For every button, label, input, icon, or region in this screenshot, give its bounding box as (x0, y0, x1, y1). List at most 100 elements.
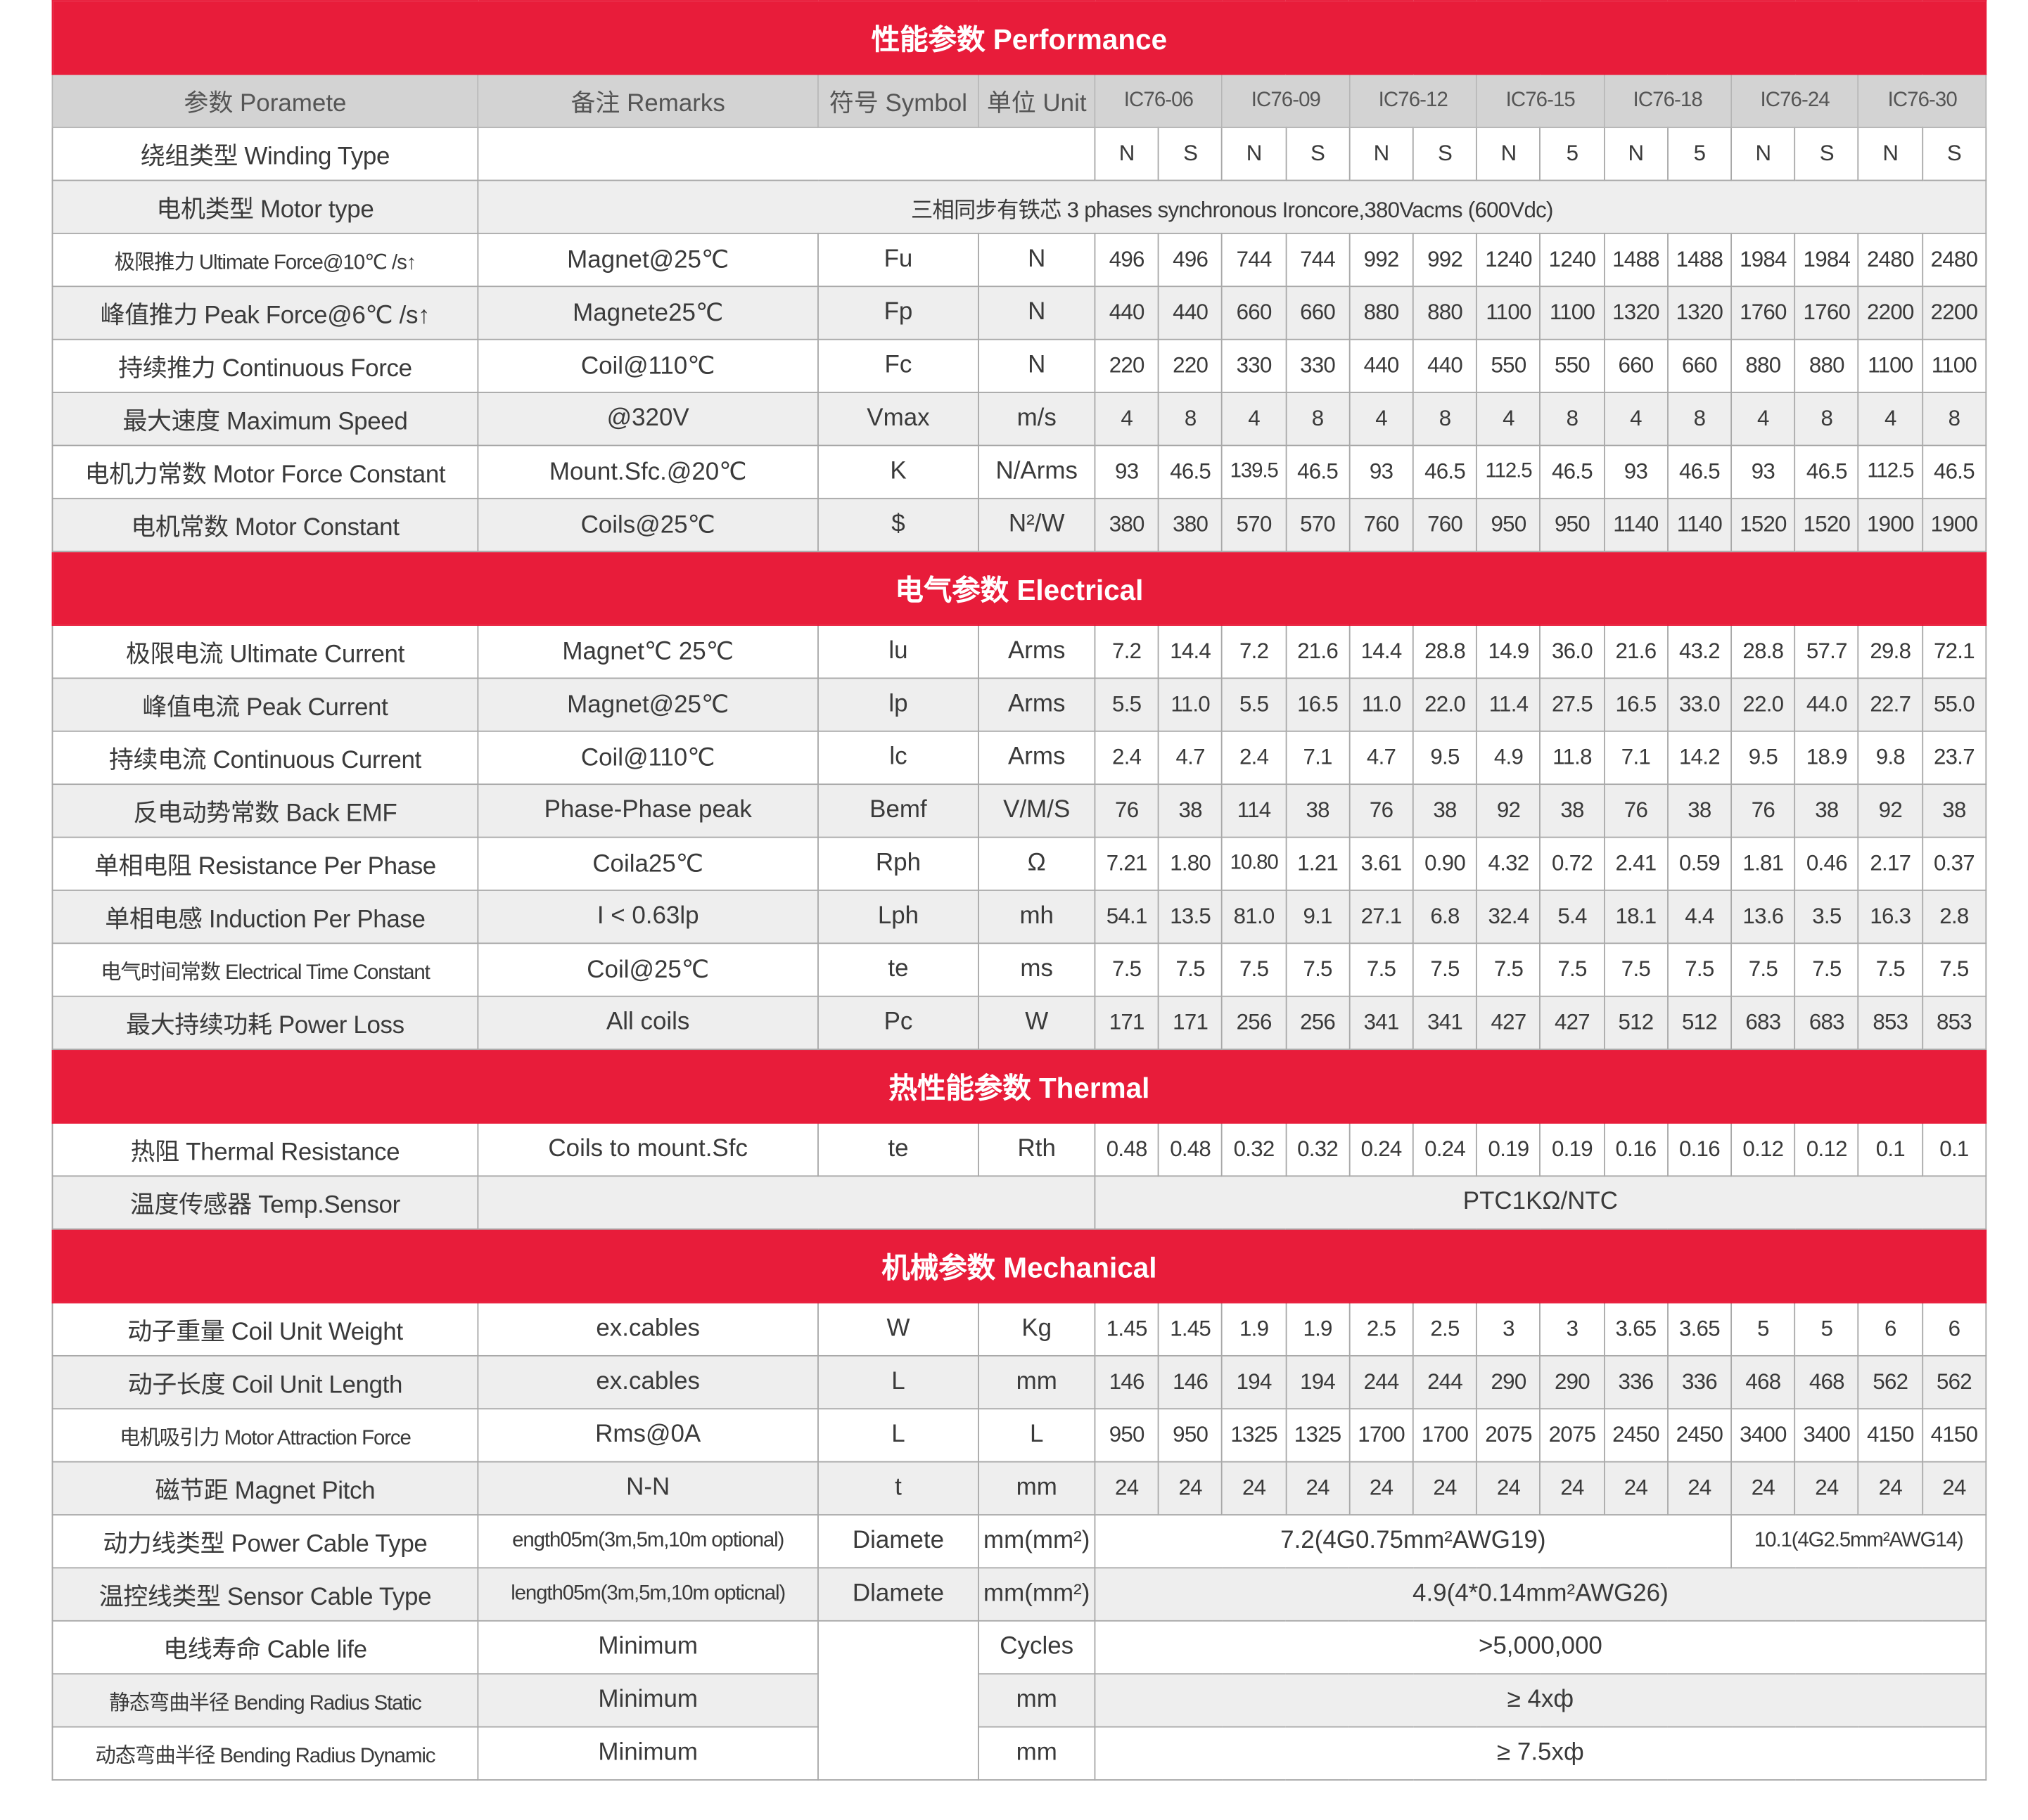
value-cell: 33.0 (1666, 677, 1733, 732)
value-cell: 880 (1730, 338, 1796, 393)
section-title: 性能参数 Performance (51, 0, 1987, 75)
remarks-cell: Rms@0A (477, 1408, 819, 1463)
value-cell: 27.5 (1539, 677, 1605, 732)
table-row: 动子重量 Coil Unit Weight ex.cables W Kg 1.45 1.4… (51, 1302, 1987, 1357)
value-cell: 14.2 (1666, 730, 1733, 786)
table-row: 温控线类型 Sensor Cable Type length05m(3m,5m,1… (51, 1567, 1987, 1622)
value-cell: S (1412, 127, 1478, 181)
param-label: 电气时间常数 Electrical Time Constant (51, 942, 479, 997)
value-cell: 2075 (1539, 1408, 1605, 1463)
value-cell: 427 (1476, 995, 1541, 1051)
value-cell: 112.5 (1476, 444, 1541, 499)
table-row: 热阻 Thermal Resistance Coils to mount.Sfc t… (51, 1122, 1987, 1177)
value-cell: 1100 (1858, 338, 1923, 393)
section-title: 机械参数 Mechanical (51, 1228, 1987, 1304)
value-cell: 24 (1921, 1461, 1987, 1515)
value-cell: 3 (1539, 1302, 1605, 1357)
symbol-cell: Bemf (817, 783, 979, 838)
value-cell: 4.32 (1476, 836, 1541, 891)
value-cell: ≥ 4xф (1094, 1673, 1987, 1728)
header-model: IC76-30 (1858, 73, 1987, 129)
value-cell: 1100 (1476, 286, 1541, 340)
value-cell: 14.4 (1158, 624, 1223, 679)
value-cell: N (1476, 127, 1541, 181)
value-cell: 4.7 (1348, 730, 1414, 786)
value-cell: 46.5 (1284, 444, 1351, 499)
symbol-cell: te (817, 1122, 979, 1177)
value-cell: 7.1 (1603, 730, 1669, 786)
value-cell: 3 (1476, 1302, 1541, 1357)
value-cell: 1.45 (1158, 1302, 1223, 1357)
header-model: IC76-24 (1730, 73, 1860, 129)
value-cell: 0.19 (1539, 1122, 1605, 1177)
table-row: 最大速度 Maximum Speed @320V Vmax m/s 4 8 4 8 4 8 4 8 4 8… (51, 392, 1987, 447)
value-cell: 4 (1603, 392, 1669, 447)
value-cell: 16.5 (1603, 677, 1669, 732)
value-cell: 7.5 (1348, 942, 1414, 997)
value-cell: 24 (1858, 1461, 1923, 1515)
value-cell: 7.5 (1221, 942, 1287, 997)
unit-cell: N (978, 338, 1096, 393)
value-cell: 468 (1730, 1354, 1796, 1410)
motor-type-value: 三相同步有铁芯 3 phases synchronous Ironcore,38… (477, 179, 1987, 234)
value-cell: 256 (1221, 995, 1287, 1051)
param-label: 热阻 Thermal Resistance (51, 1122, 479, 1177)
value-cell: N (1858, 127, 1923, 181)
param-label: 极限电流 Ultimate Current (51, 624, 479, 679)
value-cell: 950 (1476, 497, 1541, 553)
header-model: IC76-09 (1221, 73, 1351, 129)
table-row: 温度传感器 Temp.Sensor PTC1KΩ/NTC (51, 1175, 1987, 1230)
header-remarks: 备注 Remarks (477, 73, 819, 129)
value-cell: 28.8 (1412, 624, 1478, 679)
value-cell: 336 (1666, 1354, 1733, 1410)
section-title: 电气参数 Electrical (51, 551, 1987, 626)
value-cell: 22.0 (1730, 677, 1796, 732)
value-cell: 24 (1348, 1461, 1414, 1515)
value-cell: 1984 (1730, 232, 1796, 288)
param-label: 峰值推力 Peak Force@6℃ /s↑ (51, 286, 479, 340)
symbol-cell: L (817, 1408, 979, 1463)
value-cell: 290 (1476, 1354, 1541, 1410)
remarks-cell: Coila25℃ (477, 836, 819, 891)
value-cell: 22.0 (1412, 677, 1478, 732)
value-cell: 21.6 (1284, 624, 1351, 679)
value-cell: 38 (1921, 783, 1987, 838)
value-cell: 1.45 (1094, 1302, 1159, 1357)
value-cell: 760 (1412, 497, 1478, 553)
unit-cell: mm (978, 1673, 1096, 1728)
value-cell: 16.5 (1284, 677, 1351, 732)
value-cell: 0.72 (1539, 836, 1605, 891)
value-cell: 11.8 (1539, 730, 1605, 786)
unit-cell: Cycles (978, 1620, 1096, 1675)
value-cell: 1488 (1666, 232, 1733, 288)
value-cell: 7.5 (1921, 942, 1987, 997)
value-cell: 22.7 (1858, 677, 1923, 732)
value-cell: 57.7 (1794, 624, 1860, 679)
value-cell: 550 (1539, 338, 1605, 393)
unit-cell: m/s (978, 392, 1096, 447)
param-label: 静态弯曲半径 Bending Radius Static (51, 1673, 479, 1728)
value-cell: 38 (1794, 783, 1860, 838)
unit-cell: Arms (978, 624, 1096, 679)
value-cell: 1325 (1221, 1408, 1287, 1463)
value-cell: 3.5 (1794, 890, 1860, 944)
symbol-cell: Fc (817, 338, 979, 393)
remarks-cell: Magnet℃ 25℃ (477, 624, 819, 679)
param-label: 电机类型 Motor type (51, 179, 479, 234)
value-cell: 7.5 (1158, 942, 1223, 997)
param-label: 电机吸引力 Motor Attraction Force (51, 1408, 479, 1463)
value-cell: 6.8 (1412, 890, 1478, 944)
value-cell: 38 (1539, 783, 1605, 838)
value-cell: 330 (1284, 338, 1351, 393)
value-cell: 950 (1158, 1408, 1223, 1463)
value-cell: 0.48 (1094, 1122, 1159, 1177)
value-cell: 2.8 (1921, 890, 1987, 944)
value-cell: 7.5 (1666, 942, 1733, 997)
value-cell: 341 (1348, 995, 1414, 1051)
param-label: 磁节距 Magnet Pitch (51, 1461, 479, 1515)
value-cell: 8 (1412, 392, 1478, 447)
table-row: 电机力常数 Motor Force Constant Mount.Sfc.@20℃… (51, 444, 1987, 499)
value-cell: 2480 (1858, 232, 1923, 288)
section-title: 热性能参数 Thermal (51, 1049, 1987, 1124)
value-cell: 0.90 (1412, 836, 1478, 891)
